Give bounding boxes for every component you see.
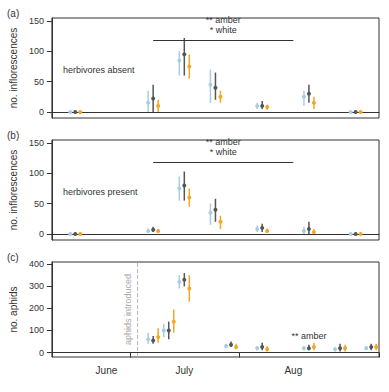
svg-text:0: 0 [39,229,44,239]
svg-text:herbivores absent: herbivores absent [63,65,135,75]
svg-text:no. inflorescences: no. inflorescences [8,150,19,231]
svg-text:* white: * white [210,147,237,157]
svg-text:300: 300 [29,281,44,291]
svg-text:no. aphids: no. aphids [8,286,19,332]
svg-text:(b): (b) [7,130,19,141]
svg-text:100: 100 [29,168,44,178]
svg-text:(c): (c) [7,252,19,263]
svg-text:200: 200 [29,303,44,313]
svg-text:150: 150 [29,16,44,26]
svg-text:150: 150 [29,138,44,148]
svg-text:400: 400 [29,259,44,269]
svg-text:50: 50 [34,199,44,209]
svg-text:no. inflorescences: no. inflorescences [8,28,19,109]
svg-text:aphids introduced: aphids introduced [123,274,133,345]
svg-text:June: June [96,365,118,376]
svg-text:herbivores present: herbivores present [63,187,138,197]
svg-text:0: 0 [39,107,44,117]
svg-text:100: 100 [29,46,44,56]
svg-text:50: 50 [34,77,44,87]
svg-text:** amber: ** amber [291,331,326,341]
svg-text:Aug: Aug [284,365,302,376]
svg-text:0: 0 [39,348,44,358]
svg-text:** amber: ** amber [206,15,241,25]
svg-text:July: July [175,365,193,376]
svg-text:* white: * white [210,25,237,35]
svg-text:** amber: ** amber [206,137,241,147]
svg-text:100: 100 [29,325,44,335]
svg-text:(a): (a) [7,8,19,19]
